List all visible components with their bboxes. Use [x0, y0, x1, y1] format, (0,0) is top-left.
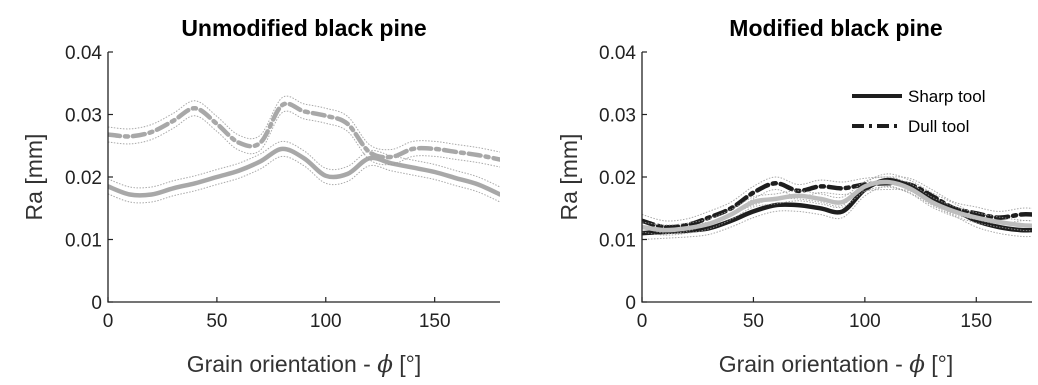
series-0-band-lower	[642, 185, 1032, 240]
y-tick-label: 0	[625, 293, 636, 314]
chart-left-ticks: 0 50 100 150 0 0.01 0.02 0.03 0.04	[65, 43, 451, 332]
series-1-band-lower	[108, 110, 500, 168]
y-tick-label: 0.02	[599, 168, 636, 189]
chart-right-legend: Sharp tool Dull tool	[852, 87, 986, 136]
chart-right-ylabel: Ra [mm]	[556, 134, 582, 221]
x-tick-label: 100	[310, 311, 342, 332]
chart-left: Unmodified black pine 0 50 100 150 0 0.01 0.02…	[21, 15, 500, 378]
y-tick-label: 0.01	[599, 231, 636, 252]
chart-left-ylabel: Ra [mm]	[21, 134, 47, 221]
y-tick-label: 0	[91, 293, 102, 314]
y-tick-label: 0.04	[599, 43, 636, 64]
chart-right-ticks: 0 50 100 150 0 0.01 0.02 0.03 0.04	[599, 43, 992, 332]
chart-left-axes	[107, 52, 500, 303]
chart-left-xlabel: Grain orientation - ϕ [°]	[187, 351, 422, 378]
series-1-band-upper	[108, 95, 500, 153]
chart-right-title: Modified black pine	[729, 15, 942, 41]
chart-right-series	[642, 173, 1032, 240]
chart-left-title: Unmodified black pine	[181, 15, 426, 41]
legend-sharp-label: Sharp tool	[908, 87, 986, 106]
series-1-line	[642, 180, 1032, 230]
y-tick-label: 0.01	[65, 231, 102, 252]
chart-left-xlabel-text: Grain orientation -	[187, 351, 377, 377]
chart-right-xlabel-text: Grain orientation -	[719, 351, 909, 377]
chart-left-xlabel-unit: [°]	[393, 351, 421, 377]
x-tick-label: 100	[849, 311, 881, 332]
y-tick-label: 0.02	[65, 168, 102, 189]
series-0-line	[108, 146, 500, 198]
y-tick-label: 0.03	[599, 106, 636, 127]
x-tick-label: 150	[419, 311, 451, 332]
x-tick-label: 50	[743, 311, 764, 332]
chart-right-xlabel-unit: [°]	[925, 351, 953, 377]
chart-right: Modified black pine 0 50 100 150 0 0.01 0.02 0.…	[556, 15, 1032, 378]
series-1-line	[108, 101, 500, 162]
series-2-band-upper	[642, 176, 1032, 226]
y-tick-label: 0.03	[65, 106, 102, 127]
chart-left-series	[108, 95, 500, 204]
series-0-band-lower	[108, 155, 500, 204]
chart-right-xlabel: Grain orientation - ϕ [°]	[719, 351, 954, 378]
legend-dull-label: Dull tool	[908, 117, 969, 136]
x-tick-label: 0	[637, 311, 648, 332]
series-2-band-lower	[642, 186, 1032, 236]
series-0-line	[642, 177, 1032, 236]
x-tick-label: 50	[206, 311, 227, 332]
series-2-line	[642, 179, 1032, 233]
x-tick-label: 0	[103, 311, 114, 332]
chart-right-xlabel-symbol: ϕ	[909, 352, 925, 378]
chart-left-xlabel-symbol: ϕ	[377, 352, 393, 378]
series-1-band-upper	[642, 176, 1032, 222]
x-tick-label: 150	[960, 311, 992, 332]
y-tick-label: 0.04	[65, 43, 102, 64]
